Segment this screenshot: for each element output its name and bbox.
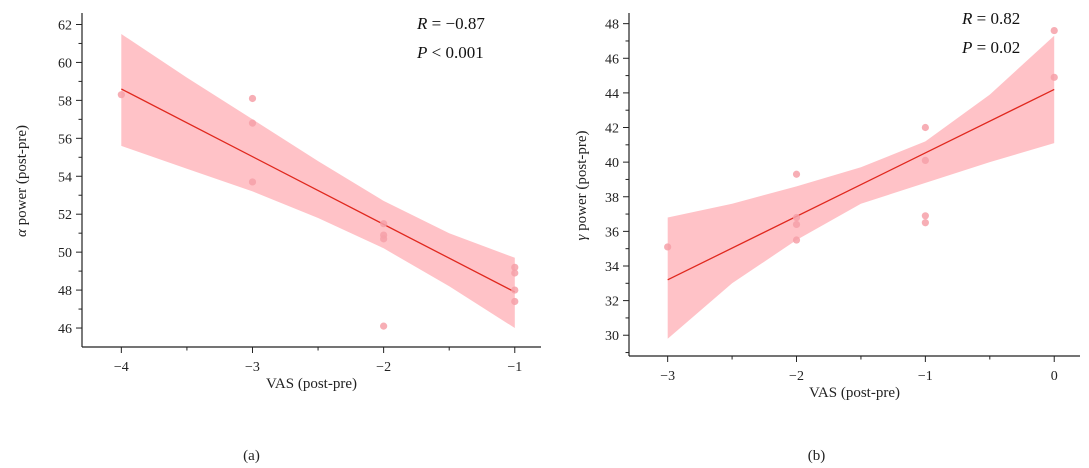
data-point [511, 269, 519, 277]
y-axis-label-text: power (post-pre) [574, 130, 590, 234]
data-point [921, 219, 929, 227]
y-tick-label: 40 [605, 156, 619, 171]
data-point [380, 235, 388, 243]
data-point [380, 220, 388, 228]
y-tick-label: 60 [58, 56, 72, 71]
x-axis-title: VAS (post-pre) [809, 385, 900, 401]
x-tick-label: −1 [918, 369, 933, 384]
data-point [511, 297, 519, 306]
x-axis-title: VAS (post-pre) [266, 376, 357, 392]
y-tick-label: 46 [58, 322, 72, 337]
panel-b: −3 −2 −1 0 30 32 34 36 38 40 42 44 46 48 VAS (post-pre… [574, 9, 1080, 464]
data-point [248, 178, 257, 186]
y-tick-label: 48 [58, 284, 72, 299]
y-tick-label: 50 [58, 246, 72, 261]
x-tick-label: 0 [1051, 369, 1058, 384]
y-tick-label: 34 [605, 260, 619, 275]
y-tick-label: 30 [605, 329, 619, 344]
stat-r: R = −0.87 [416, 14, 485, 33]
data-point [117, 91, 125, 99]
y-axis-title: γ power (post-pre) [574, 130, 590, 240]
x-tick-label: −1 [507, 360, 522, 375]
data-point [380, 322, 388, 330]
y-tick-label: 46 [605, 52, 619, 67]
y-tick-label: 36 [605, 225, 619, 240]
y-tick-label: 42 [605, 122, 619, 137]
x-tick-label: −4 [114, 360, 129, 375]
panel-label: (a) [243, 448, 260, 464]
y-axis-label-text: power (post-pre) [14, 125, 30, 229]
data-point [511, 286, 519, 294]
data-point [921, 156, 929, 165]
y-tick-label: 48 [605, 18, 619, 33]
data-point [792, 236, 801, 244]
panel-a: −4 −3 −2 −1 46 48 50 52 54 56 58 60 62 VAS (post-pre)… [14, 13, 541, 464]
y-axis-title: α power (post-pre) [14, 125, 30, 237]
regression-line [121, 88, 516, 293]
data-point [921, 212, 929, 220]
data-point [248, 119, 257, 127]
data-point [792, 213, 801, 222]
data-point [1050, 73, 1058, 81]
stat-p: P < 0.001 [416, 43, 484, 62]
stat-p: P = 0.02 [961, 38, 1020, 57]
y-tick-label: 32 [605, 295, 619, 310]
y-axis-symbol: γ [574, 234, 590, 241]
y-tick-label: 52 [58, 208, 72, 223]
data-point [664, 243, 672, 251]
data-point [511, 263, 519, 271]
y-tick-label: 44 [605, 87, 619, 102]
panel-label: (b) [808, 448, 826, 464]
confidence-band [121, 34, 515, 328]
x-tick-label: −2 [376, 360, 391, 375]
stat-r: R = 0.82 [961, 9, 1020, 28]
data-point [248, 94, 257, 103]
x-tick-label: −3 [245, 360, 260, 375]
data-point [1050, 26, 1058, 35]
y-tick-label: 38 [605, 191, 619, 206]
data-point [792, 220, 801, 229]
y-axis-symbol: α [14, 228, 30, 237]
y-tick-label: 62 [58, 18, 72, 33]
y-tick-label: 54 [58, 170, 72, 185]
regression-line [667, 88, 1055, 281]
confidence-band [667, 35, 1055, 339]
y-tick-label: 58 [58, 94, 72, 109]
data-point [792, 170, 801, 178]
x-tick-label: −3 [660, 369, 675, 384]
y-tick-label: 56 [58, 132, 72, 147]
x-tick-label: −2 [789, 369, 804, 384]
data-point [921, 123, 929, 132]
